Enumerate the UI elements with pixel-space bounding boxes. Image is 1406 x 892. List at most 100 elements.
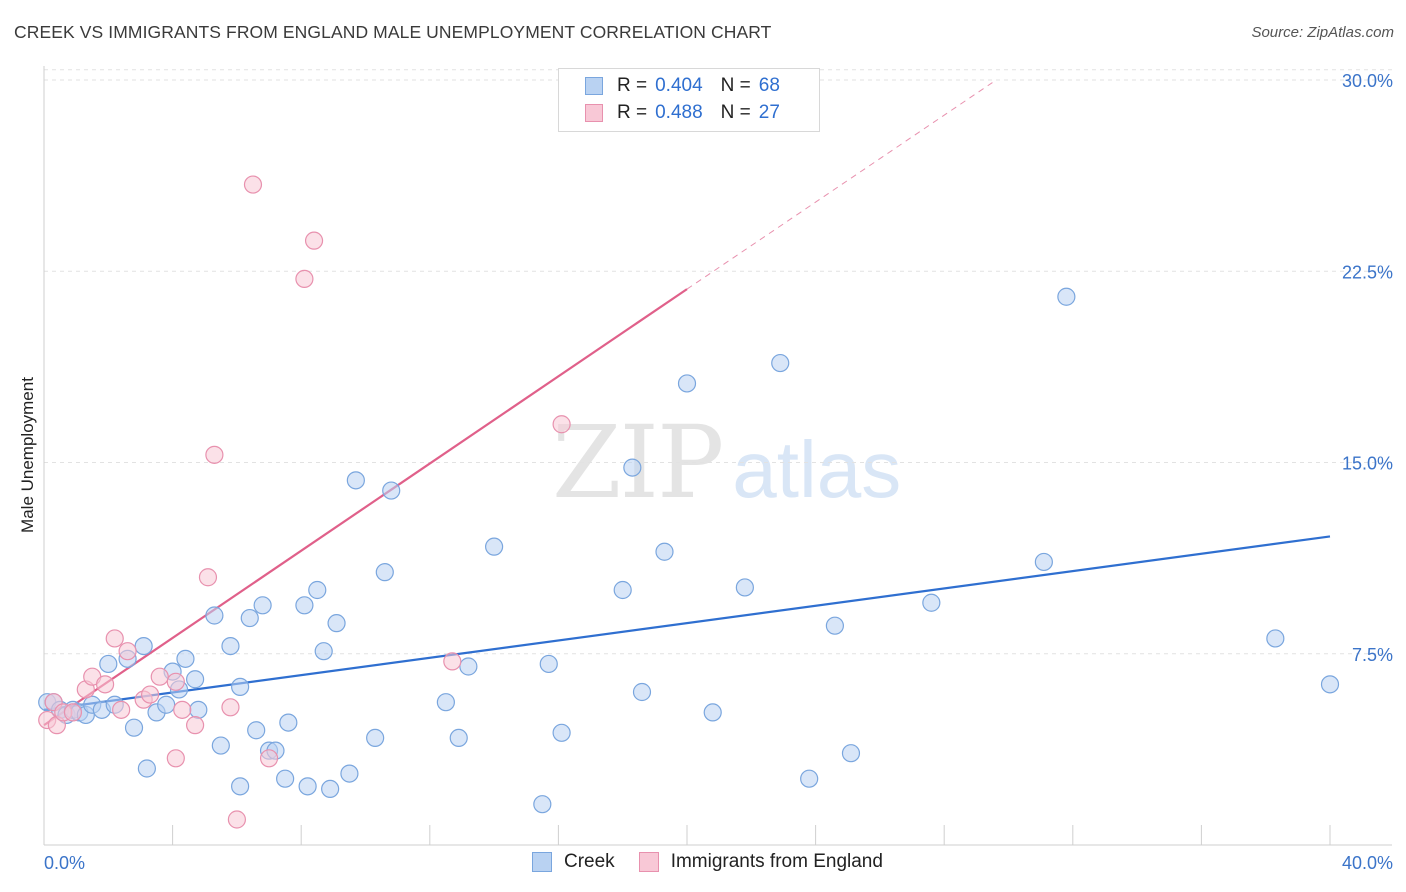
england-point bbox=[166, 672, 185, 691]
creek-point bbox=[240, 608, 259, 628]
england-point bbox=[221, 698, 240, 717]
england-swatch bbox=[638, 852, 659, 872]
creek-swatch bbox=[532, 852, 552, 872]
r-value: 0.404 bbox=[655, 75, 703, 96]
creek-point bbox=[231, 677, 250, 697]
creek-point bbox=[485, 537, 504, 556]
creek-point bbox=[449, 728, 468, 748]
legend-item-creek[interactable]: Creek bbox=[532, 851, 615, 873]
creek-point bbox=[655, 542, 674, 561]
creek-point bbox=[346, 471, 365, 490]
y-tick-label: 30.0% bbox=[1342, 71, 1393, 91]
creek-point bbox=[1057, 287, 1076, 306]
england-point bbox=[259, 749, 279, 768]
trend-layer bbox=[43, 82, 1331, 727]
england-point bbox=[95, 675, 115, 694]
y-tick-label: 22.5% bbox=[1342, 262, 1393, 282]
creek-point bbox=[314, 642, 333, 661]
creek-point bbox=[308, 580, 327, 600]
r-label: R = bbox=[617, 102, 648, 123]
creek-point bbox=[366, 728, 385, 748]
england-point bbox=[112, 700, 131, 719]
x-tick-label: 40.0% bbox=[1342, 853, 1393, 873]
creek-point bbox=[221, 636, 240, 656]
england-point bbox=[304, 231, 324, 250]
x-tick-label: 0.0% bbox=[44, 853, 85, 873]
creek-point bbox=[253, 596, 272, 615]
n-label: N = bbox=[720, 75, 751, 96]
creek-point bbox=[247, 721, 266, 740]
england-point bbox=[166, 749, 185, 768]
legend-creek-label: Creek bbox=[564, 851, 615, 872]
legend-row-creek: R = 0.404 N = 68 bbox=[585, 73, 780, 99]
creek-point bbox=[1034, 552, 1053, 572]
creek-point bbox=[800, 769, 819, 788]
points-layer bbox=[38, 175, 1340, 829]
legend-england-label: Immigrants from England bbox=[670, 851, 883, 872]
england-point bbox=[552, 415, 571, 434]
creek-point bbox=[841, 744, 861, 763]
creek-point bbox=[552, 723, 571, 742]
creek-point bbox=[276, 769, 295, 788]
creek-point bbox=[189, 700, 208, 719]
creek-point bbox=[771, 353, 790, 373]
england-trend-line bbox=[43, 288, 688, 727]
england-point bbox=[243, 175, 263, 194]
source-credit: Source: ZipAtlas.com bbox=[1251, 24, 1394, 41]
england-point bbox=[150, 667, 169, 686]
creek-point bbox=[436, 693, 455, 712]
creek-point bbox=[321, 779, 340, 799]
england-point bbox=[118, 642, 137, 661]
creek-point bbox=[186, 670, 205, 689]
creek-swatch bbox=[585, 77, 603, 95]
grid-layer bbox=[44, 69, 1392, 655]
creek-point bbox=[677, 374, 697, 393]
creek-point bbox=[295, 596, 314, 615]
creek-point bbox=[459, 657, 478, 676]
n-value: 68 bbox=[758, 75, 780, 96]
creek-point bbox=[613, 580, 632, 600]
creek-point bbox=[298, 777, 317, 796]
creek-point bbox=[157, 695, 176, 714]
r-label: R = bbox=[617, 75, 648, 96]
creek-point bbox=[231, 777, 250, 796]
legend-row-england: R = 0.488 N = 27 bbox=[585, 100, 780, 126]
creek-point bbox=[382, 481, 401, 500]
england-point bbox=[173, 700, 192, 719]
england-point bbox=[63, 703, 83, 722]
england-point bbox=[186, 716, 205, 735]
creek-point bbox=[533, 795, 552, 814]
creek-point bbox=[623, 458, 642, 477]
tick-label-layer: 7.5% 15.0% 22.5% 30.0% 0.0% 40.0% bbox=[44, 71, 1393, 873]
creek-point bbox=[922, 593, 941, 612]
y-tick-label: 15.0% bbox=[1342, 454, 1393, 474]
creek-point bbox=[124, 718, 144, 737]
creek-point bbox=[1266, 629, 1285, 648]
stats-legend: R = 0.404 N = 68 R = 0.488 N = 27 bbox=[558, 68, 820, 132]
n-value: 27 bbox=[758, 102, 780, 123]
creek-point bbox=[825, 616, 844, 635]
england-point bbox=[198, 568, 218, 587]
creek-point bbox=[340, 764, 359, 783]
series-legend: Creek Immigrants from England bbox=[532, 851, 907, 873]
creek-point bbox=[327, 614, 346, 633]
creek-point bbox=[211, 736, 230, 755]
creek-point bbox=[375, 563, 394, 582]
creek-point bbox=[134, 636, 153, 656]
england-point bbox=[227, 810, 246, 829]
creek-point bbox=[137, 759, 156, 778]
creek-point bbox=[735, 578, 754, 597]
y-tick-label: 7.5% bbox=[1352, 645, 1393, 665]
creek-trend-line bbox=[43, 535, 1331, 711]
r-value: 0.488 bbox=[655, 102, 703, 123]
england-point bbox=[105, 629, 124, 648]
creek-point bbox=[703, 703, 722, 722]
creek-point bbox=[205, 606, 224, 625]
england-point bbox=[140, 685, 160, 704]
legend-item-england[interactable]: Immigrants from England bbox=[638, 851, 883, 873]
creek-point bbox=[99, 654, 118, 674]
creek-point bbox=[176, 649, 195, 668]
england-swatch bbox=[585, 104, 603, 122]
creek-point bbox=[1320, 675, 1340, 694]
